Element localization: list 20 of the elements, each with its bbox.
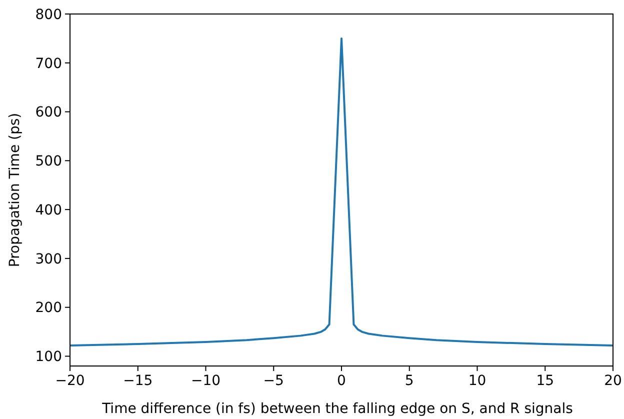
- y-tick-label: 500: [35, 154, 62, 170]
- y-tick-label: 100: [35, 349, 62, 366]
- x-tick-label: −10: [190, 373, 221, 389]
- x-tick-label: 0: [337, 373, 346, 389]
- y-tick-label: 700: [35, 56, 62, 72]
- y-axis-title: Propagation Time (ps): [7, 112, 23, 268]
- x-tick-label: −15: [123, 373, 153, 389]
- y-tick-label: 800: [35, 6, 62, 23]
- x-tick-label: 10: [468, 373, 486, 389]
- x-axis-title: Time difference (in fs) between the falling edge on S, and R signals: [101, 401, 573, 417]
- x-tick-label: 5: [404, 373, 414, 389]
- y-tick-label: 300: [35, 251, 62, 268]
- x-tick-label: 15: [536, 373, 554, 389]
- x-tick-label: 20: [604, 373, 622, 389]
- x-tick-label: −20: [55, 373, 85, 389]
- y-tick-label: 200: [35, 300, 62, 316]
- y-tick-label: 400: [35, 202, 62, 218]
- line-series: [69, 37, 614, 346]
- x-tick-label: −5: [263, 373, 284, 389]
- y-tick-label: 600: [35, 104, 62, 121]
